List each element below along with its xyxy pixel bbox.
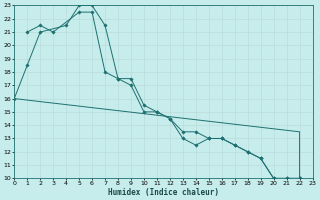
X-axis label: Humidex (Indice chaleur): Humidex (Indice chaleur) xyxy=(108,188,219,197)
